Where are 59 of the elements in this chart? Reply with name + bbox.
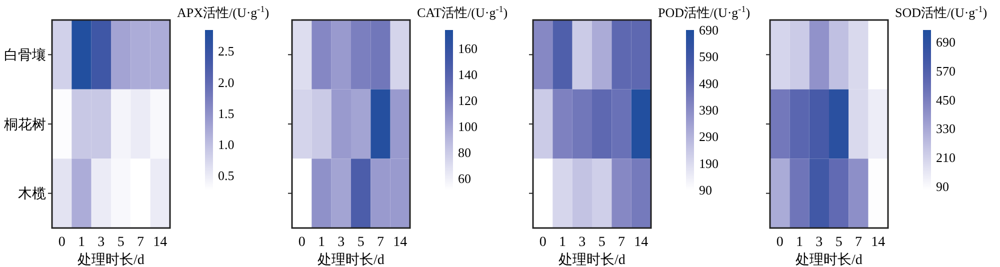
- x-tick-label: 3: [98, 235, 105, 250]
- color-bar-label: 100: [458, 118, 478, 134]
- x-axis-title: 处理时长/d: [318, 252, 384, 267]
- x-axis-title: 处理时长/d: [558, 252, 626, 267]
- x-tick-label: 1: [559, 235, 566, 250]
- color-bar-label: 120: [458, 92, 478, 108]
- x-tick-label: 0: [298, 235, 306, 250]
- x-tick-label: 0: [776, 235, 784, 250]
- color-bar-label: 690: [936, 34, 956, 50]
- x-tick-label: 7: [377, 235, 384, 250]
- color-bar-label: 90: [936, 178, 949, 194]
- color-bar-label: 80: [458, 144, 471, 160]
- x-tick-label: 7: [855, 235, 862, 250]
- x-tick-label: 5: [598, 235, 606, 250]
- color-bar-label: 690: [699, 22, 718, 38]
- x-tick-label: 1: [318, 235, 325, 250]
- x-tick-label: 3: [816, 235, 823, 250]
- color-bar-label: 1.5: [218, 106, 234, 121]
- x-tick-label: 3: [338, 235, 345, 250]
- color-bar-label: 160: [458, 40, 478, 56]
- x-axis-title: 处理时长/d: [796, 252, 862, 267]
- color-bar-label: 290: [699, 129, 718, 144]
- color-bar-label: 2.0: [218, 74, 234, 90]
- color-bar-label: 2.5: [218, 44, 234, 59]
- x-tick-label: 5: [835, 235, 842, 250]
- color-bar-title: POD活性/(U·g$^{-1}$): [658, 4, 750, 20]
- color-bar-label: 330: [936, 121, 956, 136]
- x-axis-title: 处理时长/d: [78, 252, 144, 267]
- x-tick-label: 0: [539, 235, 546, 250]
- color-bar-label: 450: [936, 92, 956, 108]
- color-bar-label: 590: [699, 49, 718, 64]
- x-tick-label: 14: [634, 235, 648, 250]
- color-bar-title: APX活性/(U·g$^{-1}$): [177, 4, 270, 20]
- color-bar-label: 90: [699, 182, 712, 198]
- color-bar-label: 570: [936, 63, 956, 78]
- color-bar-label: 490: [699, 76, 718, 91]
- y-tick-label: 木榄: [18, 186, 46, 202]
- x-tick-label: 7: [137, 235, 144, 250]
- x-tick-label: 14: [393, 235, 408, 250]
- color-bar-label: 140: [458, 66, 478, 82]
- color-bar-label: 390: [699, 102, 718, 118]
- x-tick-label: 0: [58, 235, 66, 250]
- x-tick-label: 7: [618, 235, 625, 250]
- color-bar-label: 210: [936, 150, 956, 166]
- color-bar-label: 60: [458, 170, 471, 186]
- color-bar-title: CAT活性/(U·g$^{-1}$): [417, 4, 508, 20]
- color-bar-title: SOD活性/(U·g$^{-1}$): [895, 4, 988, 20]
- x-tick-label: 5: [357, 235, 364, 250]
- x-tick-label: 5: [117, 235, 124, 250]
- x-tick-label: 14: [153, 235, 168, 250]
- color-bar-label: 1.0: [218, 137, 234, 152]
- x-tick-label: 1: [78, 235, 85, 250]
- y-tick-label: 白骨壤: [4, 48, 46, 64]
- x-tick-label: 14: [871, 235, 886, 250]
- color-bar-label: 190: [699, 156, 718, 171]
- x-tick-label: 1: [796, 235, 803, 250]
- y-tick-label: 桐花树: [3, 116, 46, 133]
- x-tick-label: 3: [578, 235, 586, 250]
- color-bar-label: 0.5: [218, 168, 234, 184]
